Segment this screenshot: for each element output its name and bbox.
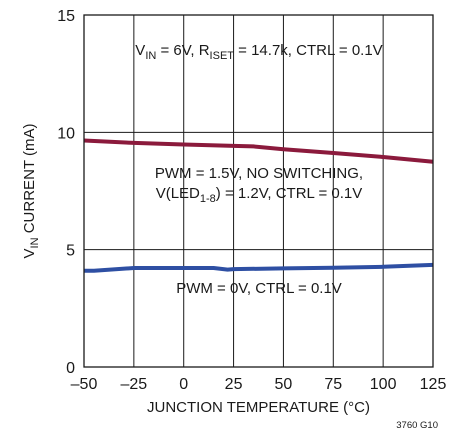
annotation-upper-curve-label-line2: V(LED1-8) = 1.2V, CTRL = 0.1V [156,185,363,205]
y-axis-title-pre: V [21,248,38,258]
y-axis-title-sub: IN [29,237,41,248]
series-line-pwm-0v [84,262,434,273]
plot-frame [83,14,434,368]
tick-labels: –50 –25 0 25 50 75 100 125 0 5 10 15 [57,8,446,393]
annotation-conditions: VIN = 6V, RISET = 14.7k, CTRL = 0.1V [135,42,382,62]
x-tick-label: 75 [324,376,342,393]
x-tick-label: 0 [179,376,188,393]
figure-id: 3760 G10 [396,420,438,431]
x-tick-label: 50 [275,376,293,393]
x-axis-title: JUNCTION TEMPERATURE (°C) [147,399,370,416]
grid [84,15,433,367]
x-tick-label: 100 [370,376,397,393]
x-tick-label: 25 [225,376,243,393]
x-tick-label: –25 [121,376,148,393]
y-tick-label: 15 [57,8,75,25]
series-group [83,138,434,273]
x-tick-label: –50 [71,376,98,393]
y-axis-title: VIN CURRENT (mA) [21,124,41,259]
x-tick-label: 125 [420,376,447,393]
annotation-upper-curve-label-line1: PWM = 1.5V, NO SWITCHING, [155,165,363,182]
y-tick-label: 5 [66,243,75,260]
y-axis-title-post: CURRENT (mA) [21,124,38,238]
annotations: VIN = 6V, RISET = 14.7k, CTRL = 0.1V PWM … [135,42,382,297]
annotation-lower-curve-label: PWM = 0V, CTRL = 0.1V [176,280,342,297]
y-tick-label: 0 [66,360,75,377]
y-tick-label: 10 [57,125,75,142]
series-line-pwm-1-5v [83,138,434,164]
